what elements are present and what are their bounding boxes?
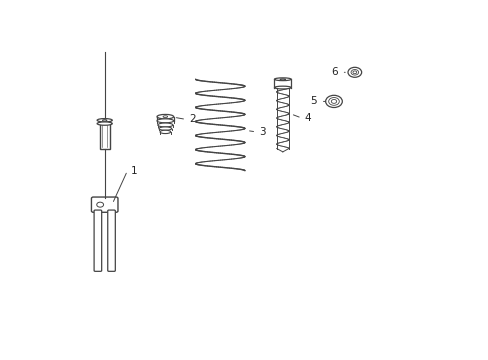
- Circle shape: [328, 98, 339, 105]
- Circle shape: [352, 71, 356, 74]
- Text: 4: 4: [304, 113, 311, 123]
- Ellipse shape: [158, 123, 173, 127]
- Text: 2: 2: [189, 114, 195, 125]
- Circle shape: [331, 99, 336, 103]
- FancyBboxPatch shape: [107, 210, 115, 271]
- Ellipse shape: [159, 127, 171, 130]
- Circle shape: [97, 202, 103, 207]
- Ellipse shape: [97, 122, 112, 125]
- Text: 3: 3: [259, 127, 265, 137]
- Ellipse shape: [274, 78, 290, 81]
- Ellipse shape: [157, 119, 173, 123]
- Ellipse shape: [157, 119, 173, 123]
- Ellipse shape: [160, 130, 170, 134]
- Circle shape: [325, 95, 342, 108]
- Text: 6: 6: [330, 67, 337, 77]
- Ellipse shape: [102, 120, 107, 121]
- Text: 5: 5: [310, 96, 316, 107]
- Ellipse shape: [160, 130, 170, 134]
- Ellipse shape: [97, 118, 112, 122]
- Ellipse shape: [163, 116, 167, 118]
- Circle shape: [350, 69, 358, 75]
- Ellipse shape: [159, 127, 171, 130]
- FancyBboxPatch shape: [91, 197, 118, 212]
- Ellipse shape: [157, 114, 173, 119]
- FancyBboxPatch shape: [100, 121, 109, 149]
- Text: 1: 1: [130, 166, 137, 176]
- FancyBboxPatch shape: [94, 210, 102, 271]
- Ellipse shape: [274, 86, 290, 89]
- Circle shape: [347, 67, 361, 77]
- Ellipse shape: [279, 79, 285, 80]
- Ellipse shape: [158, 123, 173, 127]
